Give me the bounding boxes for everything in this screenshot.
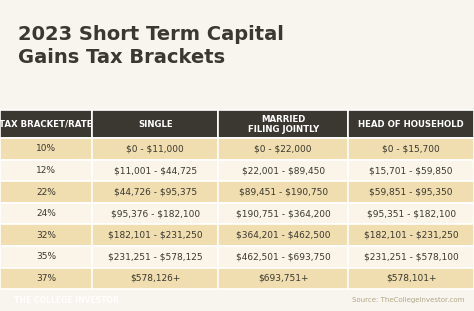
Text: 35%: 35% [36, 252, 56, 261]
Bar [348, 160, 474, 181]
Text: $89,451 - $190,750: $89,451 - $190,750 [238, 188, 328, 197]
Text: $0 - $15,700: $0 - $15,700 [383, 144, 440, 153]
Text: Source: TheCollegeInvestor.com: Source: TheCollegeInvestor.com [352, 297, 465, 303]
Bar [0, 181, 92, 203]
Bar [218, 181, 348, 203]
Bar [218, 138, 348, 160]
Bar [218, 160, 348, 181]
Bar [92, 110, 218, 138]
Bar [92, 160, 218, 181]
Text: $95,376 - $182,100: $95,376 - $182,100 [110, 209, 200, 218]
Bar [348, 268, 474, 289]
Text: $22,001 - $89,450: $22,001 - $89,450 [242, 166, 325, 175]
Bar [0, 160, 92, 181]
Text: $95,351 - $182,100: $95,351 - $182,100 [366, 209, 456, 218]
Text: $578,126+: $578,126+ [130, 274, 181, 283]
Bar [348, 138, 474, 160]
Text: $44,726 - $95,375: $44,726 - $95,375 [114, 188, 197, 197]
Text: $462,501 - $693,750: $462,501 - $693,750 [236, 252, 330, 261]
Text: 22%: 22% [36, 188, 56, 197]
Text: 12%: 12% [36, 166, 56, 175]
Text: SINGLE: SINGLE [138, 120, 173, 129]
Bar [0, 246, 92, 268]
Bar [348, 246, 474, 268]
Bar [0, 203, 92, 225]
Text: $15,701 - $59,850: $15,701 - $59,850 [369, 166, 453, 175]
Bar [348, 225, 474, 246]
Text: $231,251 - $578,100: $231,251 - $578,100 [364, 252, 458, 261]
Text: $0 - $22,000: $0 - $22,000 [255, 144, 312, 153]
Bar [218, 225, 348, 246]
Bar [92, 268, 218, 289]
Text: HEAD OF HOUSEHOLD: HEAD OF HOUSEHOLD [358, 120, 464, 129]
Text: $231,251 - $578,125: $231,251 - $578,125 [108, 252, 202, 261]
Bar [218, 203, 348, 225]
Bar [0, 110, 92, 138]
Bar [218, 268, 348, 289]
Text: TAX BRACKET/RATE: TAX BRACKET/RATE [0, 120, 93, 129]
Text: 24%: 24% [36, 209, 56, 218]
Text: $182,101 - $231,250: $182,101 - $231,250 [108, 231, 202, 240]
Text: $11,001 - $44,725: $11,001 - $44,725 [114, 166, 197, 175]
Bar [92, 203, 218, 225]
Bar [348, 181, 474, 203]
Text: $0 - $11,000: $0 - $11,000 [127, 144, 184, 153]
Text: 2023 Short Term Capital
Gains Tax Brackets: 2023 Short Term Capital Gains Tax Bracke… [18, 26, 283, 67]
Bar [348, 203, 474, 225]
Bar [348, 110, 474, 138]
Bar [0, 138, 92, 160]
Bar [218, 246, 348, 268]
Bar [92, 181, 218, 203]
Text: $578,101+: $578,101+ [386, 274, 437, 283]
Text: $190,751 - $364,200: $190,751 - $364,200 [236, 209, 330, 218]
Text: $182,101 - $231,250: $182,101 - $231,250 [364, 231, 458, 240]
Text: MARRIED
FILING JOINTLY: MARRIED FILING JOINTLY [247, 114, 319, 134]
Text: $364,201 - $462,500: $364,201 - $462,500 [236, 231, 330, 240]
Text: $59,851 - $95,350: $59,851 - $95,350 [369, 188, 453, 197]
Bar [92, 246, 218, 268]
Text: $693,751+: $693,751+ [258, 274, 309, 283]
Text: THE COLLEGE INVESTOR: THE COLLEGE INVESTOR [9, 296, 119, 304]
Bar [0, 268, 92, 289]
Bar [218, 110, 348, 138]
Text: 32%: 32% [36, 231, 56, 240]
Text: 37%: 37% [36, 274, 56, 283]
Bar [92, 225, 218, 246]
Bar [92, 138, 218, 160]
Bar [0, 225, 92, 246]
Text: 10%: 10% [36, 144, 56, 153]
